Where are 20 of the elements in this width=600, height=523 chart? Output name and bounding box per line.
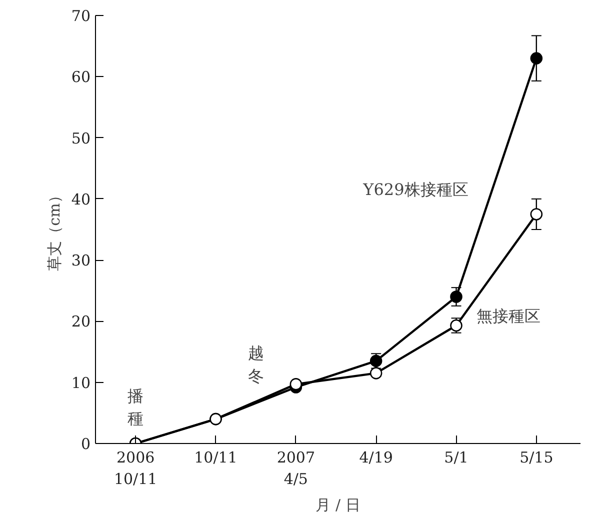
y-axis-title: 草丈（cm）	[45, 188, 64, 271]
y-tick-label: 70	[71, 7, 91, 25]
y-tick-label: 10	[71, 374, 91, 392]
y-tick-label: 40	[71, 190, 91, 208]
y-tick-label: 30	[71, 252, 91, 270]
series-label: 無接種区	[476, 306, 540, 326]
x-tick-label: 4/19	[359, 448, 393, 466]
annotation: 越冬	[248, 344, 264, 386]
x-axis-title: 月 / 日	[316, 496, 360, 514]
x-tick-label: 5/1	[444, 448, 468, 466]
x-tick-label: 2006 10/11	[114, 448, 158, 488]
series-label: Y629株接種区	[362, 180, 468, 199]
y-tick-label: 0	[80, 435, 91, 453]
y-tick-label: 20	[71, 312, 91, 331]
x-tick-label: 5/15	[520, 448, 554, 466]
y-tick-label: 60	[71, 68, 91, 86]
annotation: 播種	[128, 386, 144, 428]
x-tick-label: 10/11	[194, 448, 238, 466]
x-tick-label: 2007 4/5	[276, 448, 316, 488]
y-tick-label: 50	[71, 129, 91, 148]
